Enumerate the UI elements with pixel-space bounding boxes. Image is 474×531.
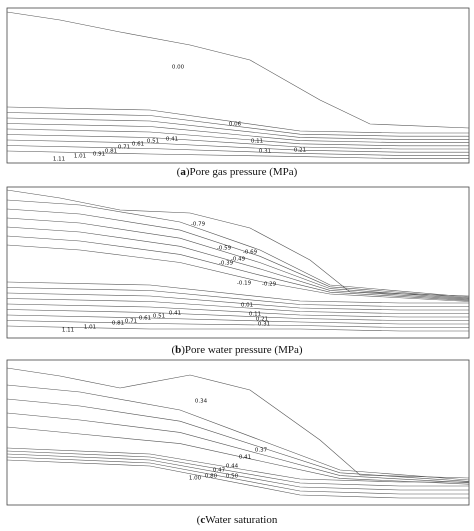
panel-c-frame [6,359,470,506]
contour-line [6,325,469,332]
contour-line [6,217,470,300]
contour-label: 1.01 [84,325,96,331]
contour-line [6,384,470,481]
contour-label: 0.21 [256,317,268,323]
contour-label: 0.06 [229,122,242,128]
contour-line [6,320,469,328]
contour-label: 1.11 [62,328,74,334]
contour-line [6,106,469,134]
contour-label: 0.01 [241,303,253,309]
contour-label: 0.21 [294,148,306,154]
contour-line [6,426,470,485]
contour-label: -0.79 [191,222,206,228]
contour-line [6,134,469,150]
contour-line [6,453,469,491]
contour-line [6,244,470,302]
contour-label: 0.81 [105,149,117,155]
contour-line [6,298,469,314]
contour-label: 0.11 [249,312,261,318]
panel-b-frame [6,186,470,339]
ground-surface [6,189,470,297]
contour-line [6,281,469,304]
contour-label: 0.47 [213,468,226,474]
contour-label: 0.41 [169,311,181,317]
contour-line [6,145,469,156]
contour-line [6,314,469,325]
contour-label: 0.31 [258,322,270,328]
contour-label: 0.71 [118,145,130,151]
contour-label: -0.29 [262,282,277,288]
contour-line [6,139,469,153]
contour-label: -0.39 [219,261,234,267]
caption-letter: a [180,166,186,178]
contour-line [6,199,470,298]
contour-label: 0.71 [125,319,137,325]
contour-label: 0.61 [132,142,144,148]
contour-line [6,117,469,140]
contour-line [6,226,470,300]
contour-label: -0.59 [217,246,232,252]
contour-line [6,450,469,487]
contour-line [6,398,470,482]
panel-caption: (cWater saturation [197,514,278,526]
caption-text: Water saturation [205,514,278,526]
caption-letter: c [200,514,205,526]
caption-letter: b [175,344,181,356]
contour-label: 0.31 [259,149,271,155]
caption-text: )Pore water pressure (MPa) [181,344,303,356]
contour-label: 0.80 [205,474,218,480]
contour-label: 0.41 [166,137,178,143]
contour-line [6,292,469,311]
contour-line [6,128,469,147]
contour-line [6,235,470,301]
ground-surface [6,367,470,479]
contour-label: 0.41 [239,455,251,461]
contour-label: 0.61 [139,316,151,322]
contour-label: 1.01 [74,154,86,160]
caption-prefix: ( [171,344,175,356]
contour-label: 0.37 [255,448,268,454]
caption-text: )Pore gas pressure (MPa) [186,166,298,178]
contour-label: -0.69 [243,250,258,256]
contour-label: 0.11 [251,139,263,145]
contour-line [6,447,469,483]
contour-line [6,208,470,299]
contour-label: 1.11 [53,157,65,163]
panel-a-frame [6,7,470,164]
contour-label: 0.00 [172,65,185,71]
contour-label: 0.51 [153,314,165,320]
contour-label: 0.81 [112,321,124,327]
caption-prefix: ( [177,166,181,178]
contour-line [6,112,469,137]
contour-label: 0.34 [195,399,208,405]
caption-prefix: ( [197,514,201,526]
contour-line [6,123,469,143]
contour-line [6,456,469,495]
contour-label: 0.91 [93,152,105,158]
panel-caption: (b)Pore water pressure (MPa) [171,344,302,356]
contour-line [6,303,469,318]
contour-label: -0.19 [237,281,252,287]
contour-label: 0.51 [147,139,159,145]
contour-line [6,287,469,307]
contour-line [6,150,469,159]
contour-label: 0.50 [226,474,239,480]
contour-label: -0.49 [231,257,246,263]
ground-surface [6,11,470,129]
contour-label: 0.44 [226,464,239,470]
contour-line [6,309,469,321]
contour-label: 1.00 [189,476,202,482]
contour-line [6,459,469,499]
contour-line [6,412,470,484]
panel-caption: (a)Pore gas pressure (MPa) [177,166,298,178]
